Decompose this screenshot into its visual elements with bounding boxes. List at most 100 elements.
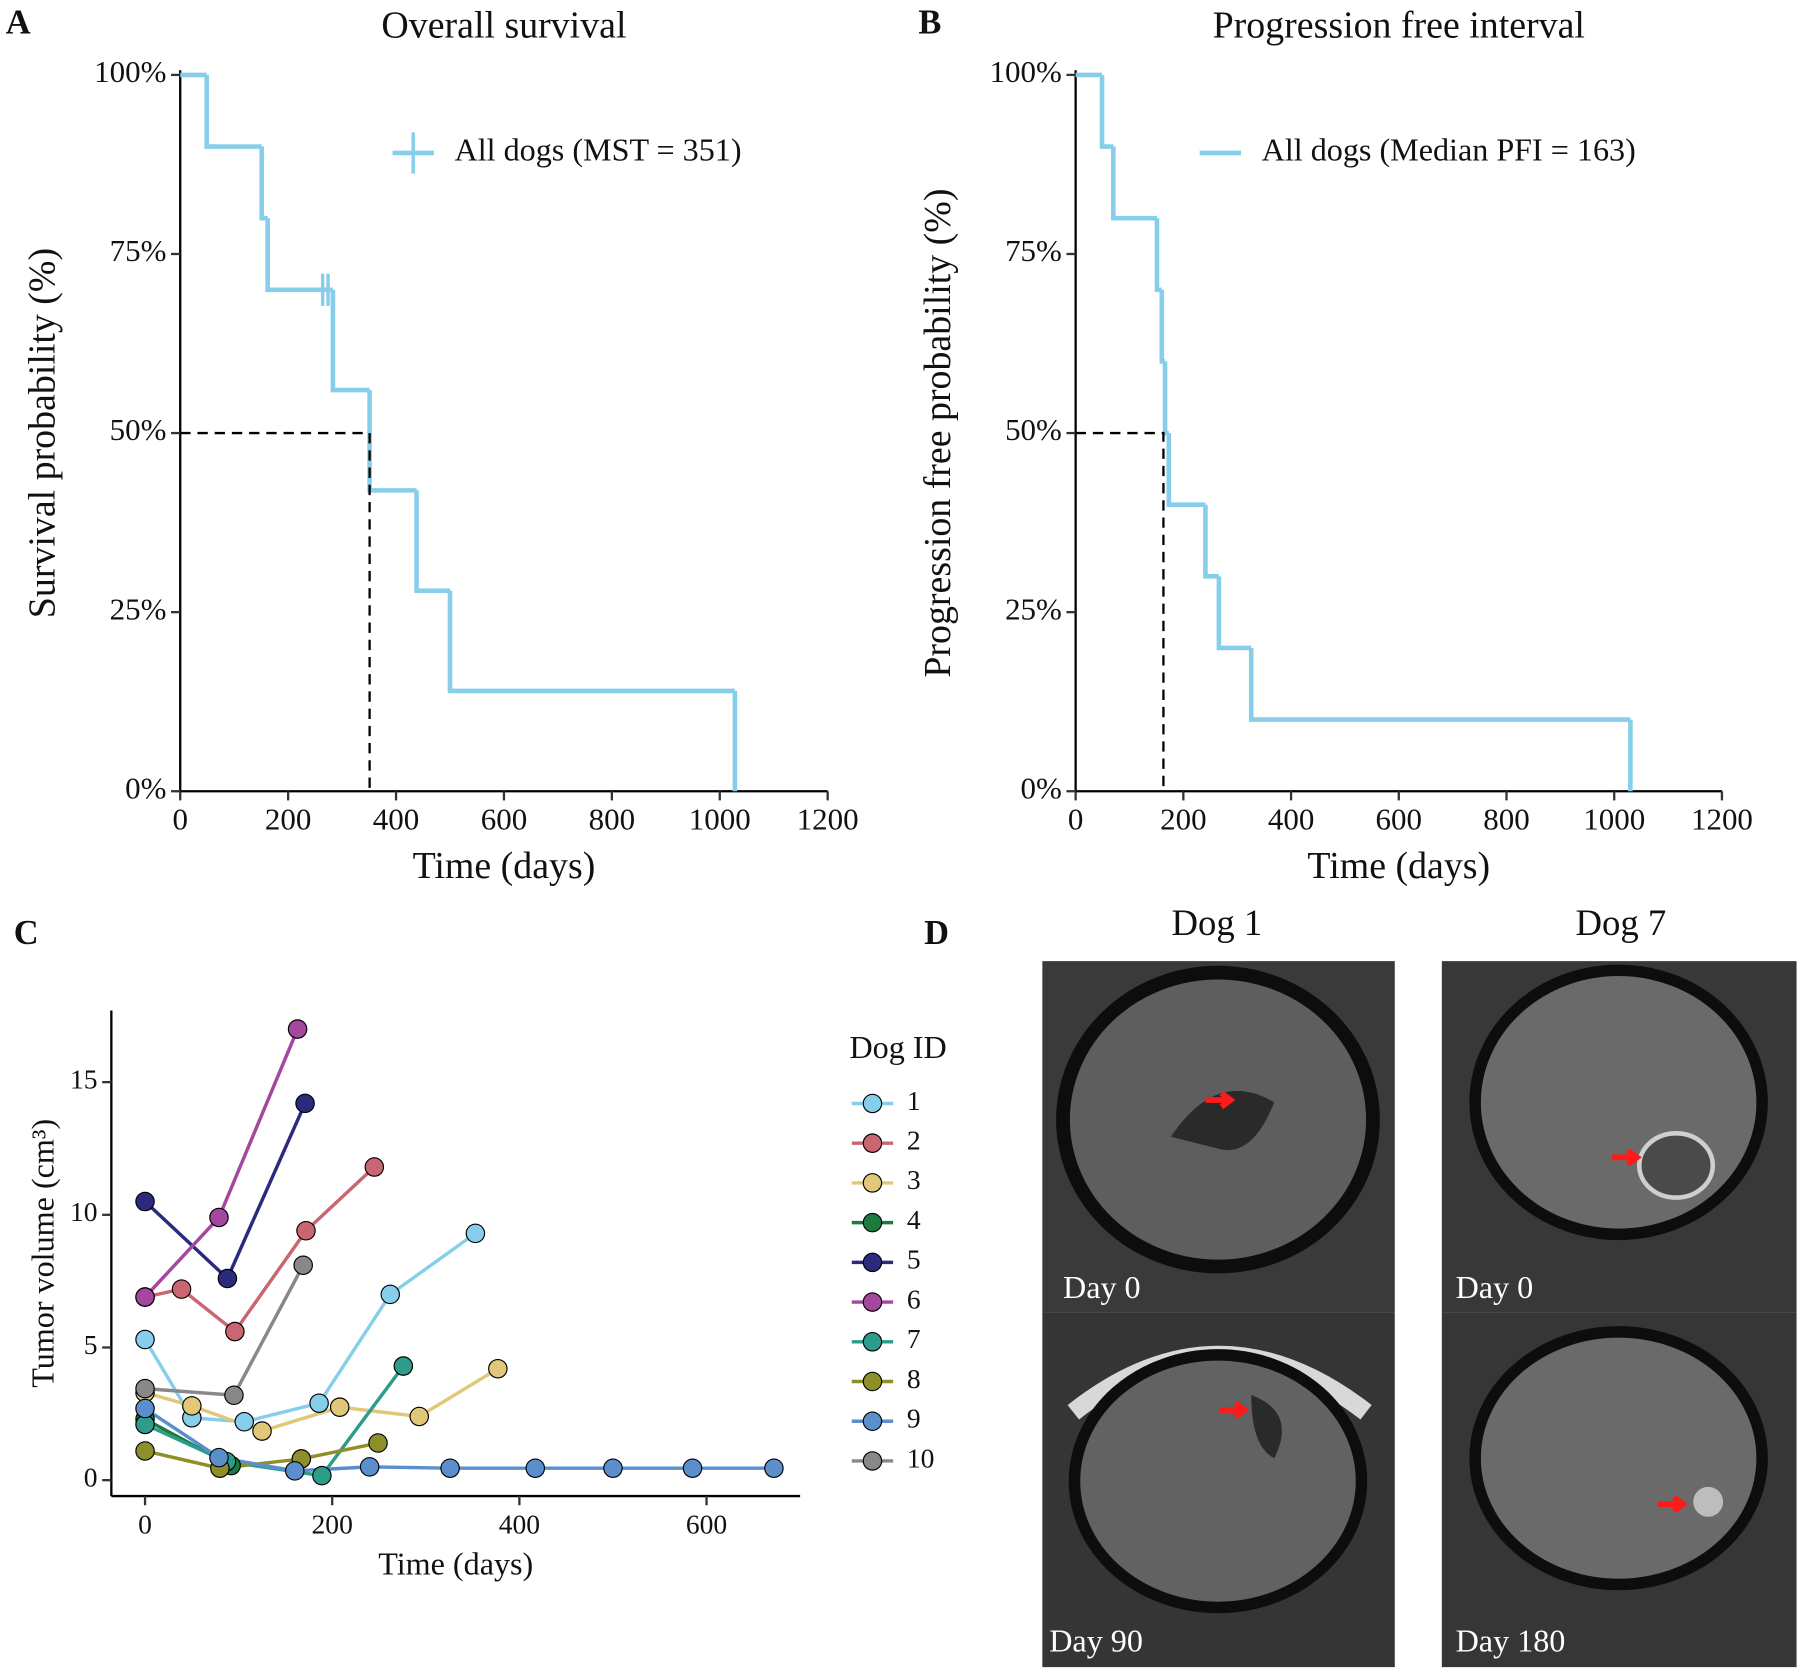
data-point (603, 1458, 623, 1478)
data-point (295, 1093, 315, 1114)
x-tick-label: 200 (312, 1508, 353, 1539)
data-point (312, 1465, 332, 1486)
survival-step (1162, 361, 1169, 436)
legend-label: 10 (907, 1442, 935, 1473)
survival-step (265, 218, 333, 293)
y-tick-label: 0% (125, 770, 166, 805)
legend-title: Dog ID (849, 1029, 946, 1065)
legend-label: All dogs (MST = 351) (455, 131, 742, 167)
y-tick-label: 0% (1021, 770, 1062, 805)
data-point (135, 1441, 155, 1461)
y-tick-label: 0 (84, 1461, 98, 1492)
caption: Day 180 (1456, 1623, 1566, 1659)
data-point (488, 1358, 508, 1379)
legend-marker (862, 1212, 883, 1233)
x-tick-label: 600 (481, 801, 527, 836)
x-tick-label: 1000 (1583, 801, 1645, 836)
mri-panel: D Dog 1 Dog 7 Day 0 Day 90 Day 0 Day 180 (924, 902, 1797, 1668)
legend-marker (862, 1252, 883, 1273)
survival-step (1111, 146, 1157, 221)
data-point (293, 1255, 313, 1275)
data-point (409, 1406, 429, 1427)
data-point (764, 1458, 784, 1478)
x-tick-label: 1000 (689, 801, 751, 836)
series-line (143, 1102, 307, 1282)
chart-title: Progression free interval (1213, 5, 1585, 47)
legend-label: 7 (907, 1323, 921, 1354)
panel-label: B (918, 3, 941, 41)
data-point (359, 1457, 380, 1477)
data-point (171, 1279, 192, 1299)
data-point (135, 1398, 155, 1419)
y-axis-title: Survival probability (%) (22, 248, 64, 618)
x-tick-label: 1200 (797, 801, 859, 836)
median-line (180, 431, 371, 792)
data-point (135, 1287, 155, 1307)
data-point (329, 1397, 350, 1417)
lesion (1636, 1131, 1716, 1200)
x-tick-label: 400 (373, 801, 419, 836)
x-axis-title: Time (days) (378, 1546, 533, 1582)
survival-step (447, 590, 735, 694)
legend-marker (862, 1411, 883, 1431)
survival-step (1159, 289, 1166, 364)
survival-step (1216, 576, 1252, 651)
data-point (252, 1421, 272, 1441)
series-line (144, 1165, 376, 1335)
panel-label: C (14, 914, 39, 952)
lesion (1693, 1486, 1724, 1517)
survival-step (414, 490, 451, 593)
legend-label: 4 (907, 1204, 921, 1235)
x-tick-label: 600 (1376, 801, 1422, 836)
legend-marker (862, 1093, 883, 1114)
chart-title: Overall survival (381, 5, 626, 47)
brain (1469, 964, 1768, 1241)
data-point (224, 1385, 244, 1406)
x-tick-label: 0 (138, 1508, 152, 1539)
survival-step (330, 289, 370, 393)
y-tick-label: 25% (1005, 591, 1062, 626)
legend-label: 6 (907, 1283, 921, 1314)
x-axis-title: Time (days) (413, 845, 596, 887)
y-axis-title: Progression free probability (%) (917, 189, 959, 678)
legend-marker (862, 1332, 883, 1352)
data-point (465, 1223, 486, 1244)
legend-label: 3 (907, 1164, 921, 1195)
survival-step (1248, 647, 1631, 722)
survival-step (1099, 74, 1114, 149)
lesion (1251, 1395, 1282, 1459)
y-tick-label: 75% (110, 233, 167, 268)
arrow (1611, 1148, 1642, 1167)
lesion (1170, 1090, 1275, 1151)
x-tick-label: 600 (686, 1508, 727, 1539)
legend-label: 8 (907, 1363, 921, 1394)
caption: Day 0 (1063, 1269, 1141, 1305)
y-tick-label: 5 (84, 1329, 98, 1360)
x-tick-label: 800 (589, 801, 635, 836)
data-point (393, 1356, 414, 1376)
series-line (143, 1028, 300, 1299)
x-axis-title: Time (days) (1307, 845, 1490, 887)
median-line (1075, 431, 1165, 792)
x-tick-label: 800 (1483, 801, 1529, 836)
data-point (682, 1458, 703, 1478)
y-tick-label: 10 (70, 1196, 98, 1227)
data-point (135, 1191, 155, 1212)
x-tick-label: 0 (172, 801, 188, 836)
data-point (234, 1412, 254, 1432)
y-tick-label: 50% (110, 412, 167, 447)
y-tick-label: 100% (990, 54, 1062, 89)
data-point (309, 1393, 329, 1413)
legend-label: 9 (907, 1403, 921, 1434)
data-point (380, 1284, 400, 1305)
data-point (287, 1019, 308, 1039)
data-point (209, 1447, 229, 1468)
legend-label: 2 (907, 1125, 921, 1156)
arrow (1205, 1090, 1236, 1110)
x-tick-label: 1200 (1691, 801, 1753, 836)
y-tick-label: 50% (1005, 412, 1062, 447)
x-tick-label: 400 (1268, 801, 1314, 836)
data-point (135, 1378, 155, 1399)
x-tick-label: 200 (265, 801, 311, 836)
